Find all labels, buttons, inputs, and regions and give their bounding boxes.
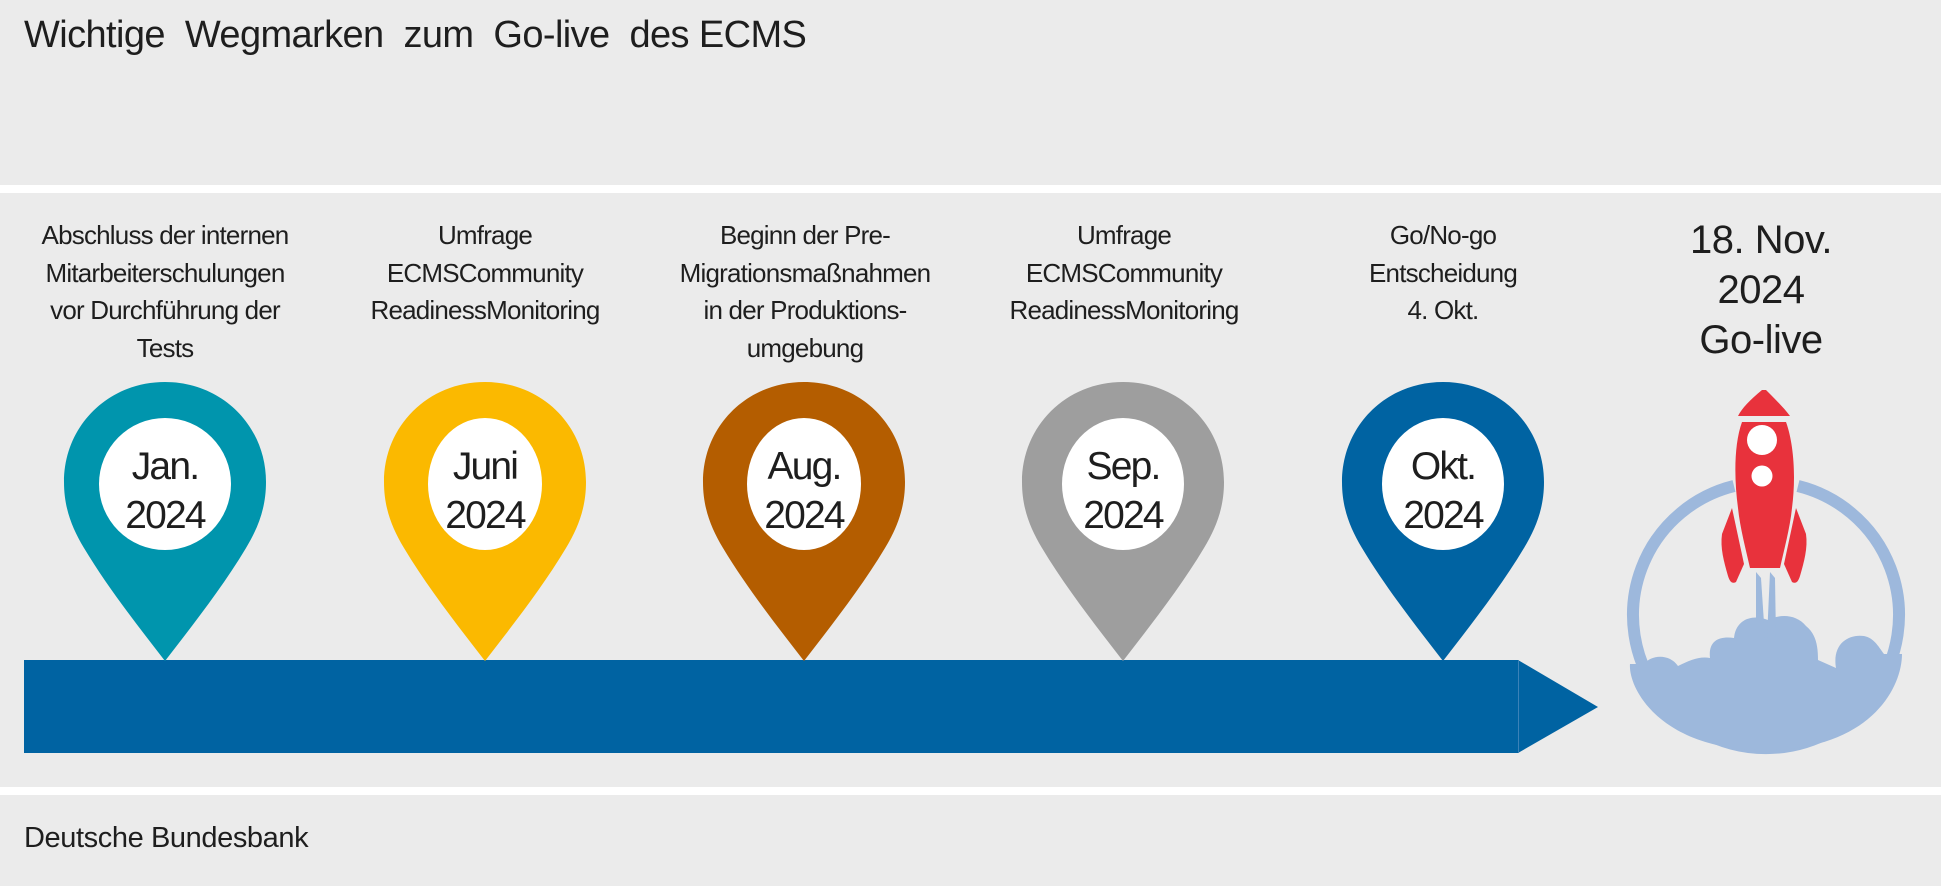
milestone-pin-jun: Juni 2024 [382, 380, 588, 662]
pin-year: 2024 [445, 494, 526, 537]
rocket-launch-icon [1627, 390, 1905, 755]
golive-caption: 18. Nov. 2024 Go-live [1690, 218, 1833, 362]
pin-month: Juni [452, 445, 519, 488]
pin-month: Aug. [767, 445, 842, 488]
pin-month: Okt. [1410, 445, 1477, 488]
map-pin-icon [1022, 382, 1224, 661]
bottom-divider [0, 787, 1941, 795]
milestone-pin-sep: Sep. 2024 [1020, 380, 1226, 662]
map-pin-icon [384, 382, 586, 661]
source-label: Deutsche Bundesbank [24, 822, 309, 854]
page-title: Wichtige Wegmarken zum Go-live des ECMS [24, 14, 807, 56]
milestone-caption-jan: Abschluss der internen Mitarbeiterschulu… [41, 220, 290, 363]
timeline-arrow [24, 660, 1598, 753]
milestone-pin-jan: Jan. 2024 [62, 380, 268, 662]
pin-month: Jan. [131, 445, 200, 488]
milestone-caption-okt: Go/No-go Entscheidung 4. Okt. [1369, 220, 1518, 325]
map-pin-icon [703, 382, 905, 661]
milestone-caption-aug: Beginn der Pre- Migrationsmaßnahmen in d… [679, 220, 932, 363]
top-divider [0, 185, 1941, 193]
pin-year: 2024 [764, 494, 845, 537]
milestone-caption-jun: Umfrage ECMSCommunity ReadinessMonitorin… [370, 220, 600, 325]
pin-year: 2024 [1083, 494, 1164, 537]
pin-year: 2024 [125, 494, 206, 537]
milestone-pin-aug: Aug. 2024 [701, 380, 907, 662]
milestone-pin-okt: Okt. 2024 [1340, 380, 1546, 662]
pin-year: 2024 [1403, 494, 1484, 537]
pin-month: Sep. [1086, 445, 1161, 488]
map-pin-icon [64, 382, 266, 661]
milestone-caption-sep: Umfrage ECMSCommunity ReadinessMonitorin… [1009, 220, 1239, 325]
map-pin-icon [1342, 382, 1544, 661]
